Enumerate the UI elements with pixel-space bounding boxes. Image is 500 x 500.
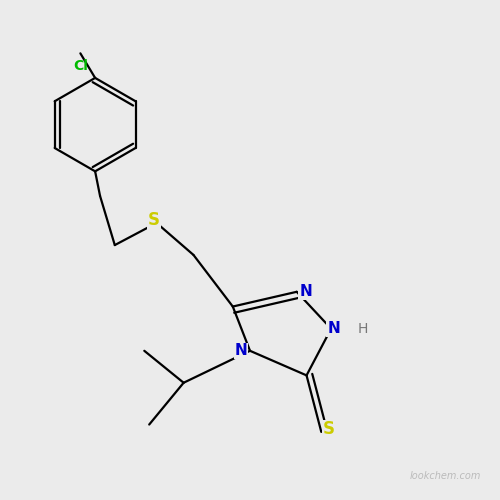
- Text: N: N: [235, 344, 248, 358]
- Text: lookchem.com: lookchem.com: [410, 471, 481, 481]
- Text: H: H: [358, 322, 368, 336]
- Text: N: N: [299, 284, 312, 300]
- Text: S: S: [148, 212, 160, 230]
- Text: Cl: Cl: [73, 58, 88, 72]
- Text: S: S: [323, 420, 335, 438]
- Text: N: N: [327, 321, 340, 336]
